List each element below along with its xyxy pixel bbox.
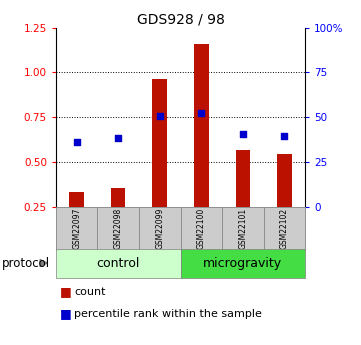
Text: GSM22101: GSM22101 bbox=[238, 208, 247, 249]
Point bbox=[116, 135, 121, 141]
Bar bbox=[264, 207, 305, 250]
Bar bbox=[152, 79, 167, 207]
Bar bbox=[222, 207, 264, 250]
Bar bbox=[277, 154, 292, 207]
Text: percentile rank within the sample: percentile rank within the sample bbox=[74, 309, 262, 319]
Text: GSM22098: GSM22098 bbox=[114, 208, 123, 249]
Point bbox=[74, 139, 80, 144]
Bar bbox=[69, 192, 84, 207]
Text: GSM22099: GSM22099 bbox=[155, 208, 164, 249]
Bar bbox=[111, 188, 126, 207]
Point bbox=[157, 114, 162, 119]
Point bbox=[282, 134, 287, 139]
Point bbox=[240, 131, 245, 137]
Bar bbox=[56, 249, 180, 278]
Bar bbox=[180, 249, 305, 278]
Title: GDS928 / 98: GDS928 / 98 bbox=[136, 12, 225, 27]
Text: ■: ■ bbox=[60, 307, 71, 321]
Text: GSM22100: GSM22100 bbox=[197, 208, 206, 249]
Text: microgravity: microgravity bbox=[203, 257, 282, 270]
Text: GSM22102: GSM22102 bbox=[280, 208, 289, 249]
Text: protocol: protocol bbox=[2, 257, 50, 270]
Text: count: count bbox=[74, 287, 105, 296]
Bar bbox=[56, 207, 97, 250]
Bar bbox=[180, 207, 222, 250]
Text: ■: ■ bbox=[60, 285, 71, 298]
Bar bbox=[97, 207, 139, 250]
Point bbox=[199, 110, 204, 116]
Bar bbox=[235, 150, 250, 207]
Bar bbox=[194, 44, 209, 207]
Text: control: control bbox=[96, 257, 140, 270]
Text: GSM22097: GSM22097 bbox=[72, 208, 81, 249]
Bar bbox=[139, 207, 180, 250]
